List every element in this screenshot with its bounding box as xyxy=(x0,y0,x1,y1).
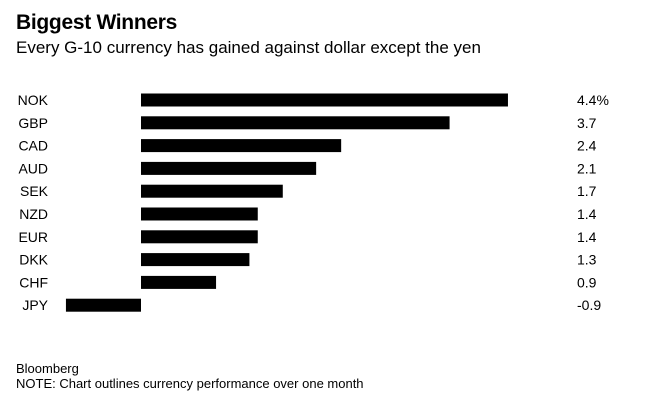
value-label-sek: 1.7 xyxy=(577,183,597,199)
chart-title: Biggest Winners xyxy=(16,11,177,34)
bar-nzd xyxy=(141,207,258,221)
category-label-gbp: GBP xyxy=(18,115,48,131)
category-label-sek: SEK xyxy=(20,183,49,199)
value-label-eur: 1.4 xyxy=(577,229,597,245)
category-label-cad: CAD xyxy=(18,138,48,154)
source-label: Bloomberg xyxy=(16,361,79,376)
category-label-chf: CHF xyxy=(19,274,48,290)
value-label-aud: 2.1 xyxy=(577,160,597,176)
bar-aud xyxy=(141,161,317,175)
value-label-jpy: -0.9 xyxy=(577,297,601,313)
category-label-aud: AUD xyxy=(18,160,48,176)
category-label-nzd: NZD xyxy=(19,206,48,222)
bar-gbp xyxy=(141,116,450,130)
category-label-jpy: JPY xyxy=(22,297,48,313)
value-label-nok: 4.4% xyxy=(577,92,609,108)
bar-sek xyxy=(141,184,283,198)
value-label-gbp: 3.7 xyxy=(577,115,597,131)
chart-note: NOTE: Chart outlines currency performanc… xyxy=(16,376,364,391)
category-label-nok: NOK xyxy=(18,92,49,108)
value-label-chf: 0.9 xyxy=(577,274,597,290)
value-label-cad: 2.4 xyxy=(577,138,597,154)
bar-jpy xyxy=(65,298,141,312)
value-label-dkk: 1.3 xyxy=(577,252,597,268)
category-label-eur: EUR xyxy=(18,229,48,245)
value-label-nzd: 1.4 xyxy=(577,206,597,222)
bar-chf xyxy=(141,275,217,289)
chart-subtitle: Every G-10 currency has gained against d… xyxy=(16,38,481,57)
bar-nok xyxy=(141,93,508,107)
bar-eur xyxy=(141,230,258,244)
bar-dkk xyxy=(141,253,250,267)
category-label-dkk: DKK xyxy=(19,252,48,268)
bar-cad xyxy=(141,139,342,153)
